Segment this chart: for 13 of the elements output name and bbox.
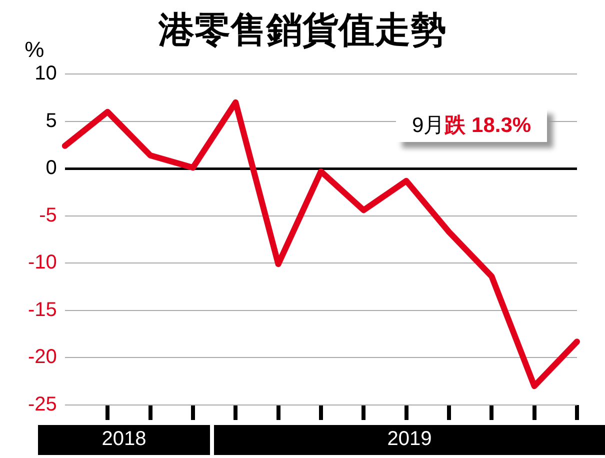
y-tick-label: 10: [34, 62, 57, 85]
y-axis-title: %: [24, 37, 44, 62]
y-tick-label: 5: [46, 110, 57, 132]
y-tick-label: -15: [28, 298, 57, 321]
chart-title: 港零售銷貨值走勢: [158, 9, 446, 50]
y-tick-label: -25: [28, 394, 57, 416]
annotation: 9月跌 18.3%: [412, 114, 532, 137]
y-tick-label: -10: [28, 252, 57, 274]
text: 2018: [100, 428, 148, 451]
y-tick-label: 0: [46, 157, 57, 180]
y-tick-label: -5: [39, 204, 57, 226]
y-tick-label: -20: [28, 346, 57, 368]
text: 2019: [386, 428, 433, 451]
